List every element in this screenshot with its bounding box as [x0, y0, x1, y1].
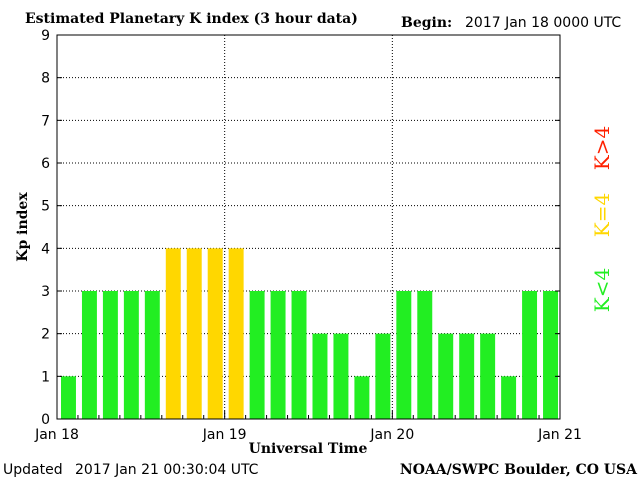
- kp-bar: [417, 291, 433, 419]
- kp-bar: [165, 248, 181, 419]
- y-axis-label: Kp index: [15, 192, 31, 262]
- kp-bar: [312, 333, 328, 419]
- kp-bar: [522, 291, 538, 419]
- y-tick-label: 9: [41, 28, 50, 44]
- x-tick-label: Jan 21: [537, 427, 582, 443]
- kp-bar: [543, 291, 558, 419]
- kp-bar: [81, 291, 97, 419]
- legend-k-less-4: K<4: [590, 268, 614, 312]
- kp-bar: [102, 291, 118, 419]
- y-tick-label: 3: [41, 284, 50, 300]
- begin-value: 2017 Jan 18 0000 UTC: [465, 15, 621, 31]
- kp-bar: [480, 333, 496, 419]
- y-tick-label: 7: [41, 113, 50, 129]
- source-label: NOAA/SWPC Boulder, CO USA: [400, 462, 638, 478]
- kp-bar: [354, 376, 370, 419]
- kp-bar: [438, 333, 454, 419]
- x-tick-label: Jan 20: [369, 427, 414, 443]
- y-tick-label: 1: [41, 369, 50, 385]
- y-tick-label: 2: [41, 327, 50, 343]
- axis-ticks: 0 1 2 3 4 5 6 7 8 9 Jan 18 Jan 19 Jan 20 Jan 21: [34, 28, 582, 443]
- chart-title: Estimated Planetary K index (3 hour data…: [25, 11, 358, 27]
- kp-bar: [291, 291, 307, 419]
- kp-bar: [501, 376, 517, 419]
- legend-k-greater-4: K>4: [590, 126, 614, 170]
- kp-bar: [228, 248, 244, 419]
- x-tick-label: Jan 19: [202, 427, 247, 443]
- kp-bar: [270, 291, 286, 419]
- y-tick-label: 8: [41, 71, 50, 87]
- y-tick-label: 6: [41, 156, 50, 172]
- legend-k-equal-4: K=4: [590, 193, 614, 237]
- kp-bar: [396, 291, 412, 419]
- kp-bar: [144, 291, 160, 419]
- grid-lines: [57, 35, 560, 419]
- kp-bar: [375, 333, 391, 419]
- kp-bar: [61, 376, 76, 419]
- y-tick-label: 5: [41, 199, 50, 215]
- kp-bar: [333, 333, 349, 419]
- kp-bar: [459, 333, 475, 419]
- kp-bar: [249, 291, 265, 419]
- x-tick-label: Jan 18: [34, 427, 79, 443]
- updated-label: Updated: [3, 462, 63, 478]
- bars-group: [61, 248, 558, 419]
- kp-bar: [207, 248, 223, 419]
- x-axis-label: Universal Time: [249, 441, 368, 457]
- y-tick-label: 4: [41, 241, 50, 257]
- y-tick-label: 0: [41, 412, 50, 428]
- begin-label: Begin:: [401, 15, 452, 31]
- kp-bar: [186, 248, 202, 419]
- kp-bar: [123, 291, 139, 419]
- updated-value: 2017 Jan 21 00:30:04 UTC: [75, 462, 259, 478]
